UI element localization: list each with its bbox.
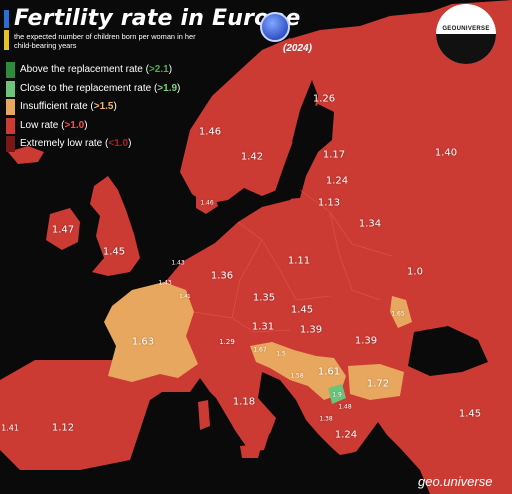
region-value: 1.67 [253, 346, 267, 354]
region-value: 1.13 [317, 197, 341, 209]
legend-swatch [6, 62, 15, 78]
france [104, 282, 198, 382]
watermark: geo.universe [418, 474, 493, 489]
region-value: 1.12 [51, 422, 75, 434]
region-value: 1.40 [434, 147, 458, 159]
moldova [390, 296, 412, 328]
region-value: 1.31 [251, 321, 275, 333]
map-subtitle: the expected number of children born per… [14, 32, 196, 50]
region-value: 1.39 [354, 335, 378, 347]
baltic-sea [272, 104, 334, 200]
country-borders [193, 189, 393, 333]
legend-swatch [6, 136, 15, 152]
black-sea [408, 326, 488, 376]
legend-text: Low rate ( [20, 119, 65, 131]
region-value: 1.46 [198, 126, 222, 138]
region-value: 1.63 [131, 336, 155, 348]
region-value: 1.48 [338, 403, 352, 411]
region-value: 1.45 [458, 408, 482, 420]
italy [210, 350, 276, 434]
legend-threshold: >1.5 [93, 101, 114, 112]
region-value: 1.58 [290, 372, 304, 380]
region-value: 1.35 [252, 292, 276, 304]
legend-threshold: >1.9 [157, 82, 178, 94]
denmark [196, 190, 218, 214]
region-value: 1.17 [322, 149, 346, 161]
region-value: 1.46 [200, 199, 214, 207]
legend-text: Above the replacement rate ( [20, 64, 149, 75]
legend-label: Insufficient rate (>1.5) [20, 101, 117, 112]
legend-text: Close to the replacement rate ( [20, 82, 158, 94]
region-value: 1.45 [102, 246, 126, 258]
region-value: 1.29 [219, 338, 235, 346]
region-value: 1.18 [232, 396, 256, 408]
legend-label: Extremely low rate (<1.0) [20, 138, 131, 149]
accent-bar-yellow [4, 30, 9, 50]
gulf-of-bothnia [292, 80, 318, 146]
legend-swatch [6, 99, 15, 115]
region-value: 1.42 [240, 151, 264, 163]
iceland [8, 146, 44, 164]
legend-close-paren: ) [84, 119, 88, 131]
region-value: 1.47 [51, 224, 75, 236]
legend-close-paren: ) [113, 101, 117, 112]
logo-dark-half [436, 34, 496, 64]
region-value: 1.24 [334, 429, 358, 441]
region-value: 1.61 [317, 366, 341, 378]
great-britain [90, 176, 140, 276]
bulgaria [348, 364, 404, 400]
legend-label: Above the replacement rate (>2.1) [20, 64, 172, 75]
mediterranean [120, 392, 430, 494]
accent-bar-blue [4, 10, 9, 28]
pill-icon [260, 12, 290, 42]
legend-close-paren: ) [177, 82, 181, 94]
map-title: Fertility rate in Europe [14, 6, 301, 31]
region-value: 1.36 [210, 270, 234, 282]
legend-label: Low rate (>1.0) [20, 120, 88, 131]
legend-text: Insufficient rate ( [20, 101, 94, 112]
kosovo [328, 384, 346, 404]
western-balkans [250, 342, 346, 400]
region-value: 1.43 [158, 279, 172, 287]
ireland [46, 208, 80, 250]
map-year: (2024) [283, 43, 312, 54]
logo-text: GEOUNIVERSE [442, 26, 490, 32]
turkey-region [400, 372, 512, 470]
region-value: 1.26 [312, 93, 336, 105]
region-value: 1.41 [179, 294, 191, 300]
legend-threshold: >1.0 [64, 119, 85, 131]
region-value: 1.65 [391, 310, 405, 318]
region-value: 1.39 [299, 324, 323, 336]
legend-text: Extremely low rate ( [20, 138, 109, 149]
region-value: 1.41 [1, 423, 19, 433]
sicily [240, 444, 262, 458]
legend-label: Close to the replacement rate (>1.9) [20, 83, 180, 94]
geouniverse-logo: GEOUNIVERSE [436, 4, 496, 64]
legend-swatch [6, 80, 15, 97]
region-value: 1.5 [276, 350, 286, 358]
region-value: 1.38 [319, 415, 333, 423]
legend-threshold: >2.1 [148, 64, 169, 75]
legend-close-paren: ) [168, 64, 173, 75]
region-value: 1.11 [287, 255, 311, 267]
legend-threshold: <1.0 [108, 138, 129, 149]
legend-swatch [6, 117, 15, 134]
legend-close-paren: ) [128, 138, 132, 149]
region-value: 1.45 [290, 304, 314, 316]
region-value: 1.9 [332, 391, 342, 399]
region-value: 1.34 [358, 218, 382, 230]
region-value: 1.72 [366, 378, 390, 390]
region-value: 1.0 [407, 266, 423, 278]
region-value: 1.43 [171, 259, 185, 267]
sardinia [198, 400, 210, 430]
region-value: 1.24 [325, 175, 349, 187]
